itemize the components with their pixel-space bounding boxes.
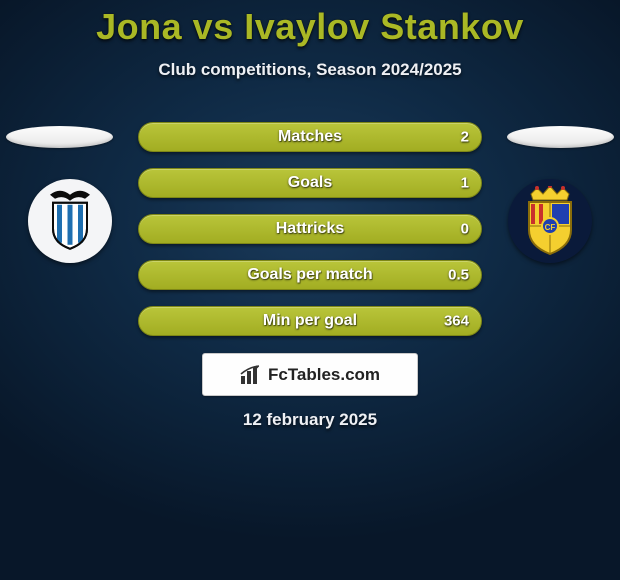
infographic-date: 12 february 2025 <box>0 410 620 430</box>
svg-text:CF: CF <box>545 223 556 232</box>
stat-value-right: 2 <box>461 129 469 146</box>
stats-block: Matches 2 Goals 1 Hattricks 0 Goals per … <box>138 122 482 352</box>
stat-label: Hattricks <box>139 220 481 238</box>
comparison-infographic: Jona vs Ivaylov Stankov Club competition… <box>0 0 620 580</box>
player-right-flag <box>507 126 614 148</box>
page-subtitle: Club competitions, Season 2024/2025 <box>0 60 620 80</box>
club-badge-left-circle <box>28 179 112 263</box>
alcoyano-crest-icon <box>45 189 95 251</box>
stat-value-right: 1 <box>461 175 469 192</box>
player-left-flag <box>6 126 113 148</box>
stat-value-right: 0.5 <box>448 267 469 284</box>
stat-value-right: 364 <box>444 313 469 330</box>
stat-row-hattricks: Hattricks 0 <box>138 214 482 244</box>
fctables-brand-text: FcTables.com <box>268 365 380 385</box>
stat-row-matches: Matches 2 <box>138 122 482 152</box>
stat-row-goals: Goals 1 <box>138 168 482 198</box>
fctables-attribution[interactable]: FcTables.com <box>202 353 418 396</box>
stat-label: Goals per match <box>139 266 481 284</box>
stat-row-mpg: Min per goal 364 <box>138 306 482 336</box>
villarreal-crest-icon: CF <box>519 186 581 256</box>
bar-chart-icon <box>240 365 262 385</box>
stat-row-gpm: Goals per match 0.5 <box>138 260 482 290</box>
stat-label: Goals <box>139 174 481 192</box>
stat-value-right: 0 <box>461 221 469 238</box>
club-badge-right-circle: CF <box>508 179 592 263</box>
club-badge-left <box>20 179 120 263</box>
stat-label: Matches <box>139 128 481 146</box>
page-title: Jona vs Ivaylov Stankov <box>0 0 620 48</box>
club-badge-right: CF <box>500 179 600 263</box>
stat-label: Min per goal <box>139 312 481 330</box>
